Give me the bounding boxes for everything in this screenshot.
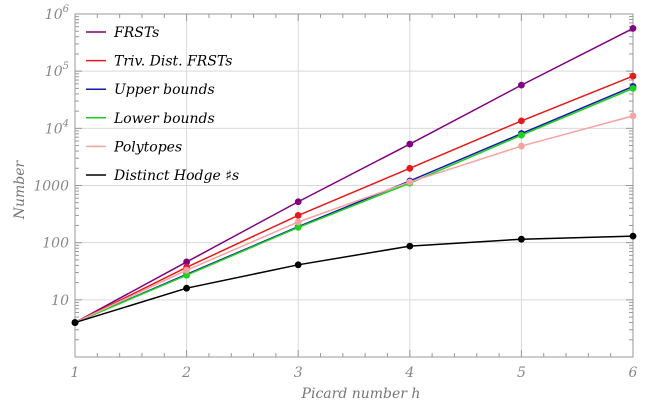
data-point: [71, 319, 79, 326]
y-tick-label: 106: [45, 4, 70, 23]
data-point: [518, 235, 525, 243]
y-axis-title: Number: [12, 159, 28, 220]
data-point: [183, 271, 191, 279]
x-tick-label: 1: [71, 365, 80, 381]
data-point: [518, 117, 525, 125]
legend-label: Polytopes: [113, 139, 182, 155]
grid: [75, 14, 633, 357]
series-line: [74, 87, 634, 324]
legend-label: Triv. Dist. FRSTs: [114, 54, 232, 70]
data-point: [183, 258, 191, 266]
x-tick-label: 3: [294, 365, 303, 381]
x-tick-label: 4: [404, 365, 414, 381]
data-point: [406, 242, 414, 250]
x-tick-label: 5: [517, 365, 526, 381]
series-layer: [71, 24, 637, 326]
data-point: [629, 84, 637, 92]
plot-frame: [74, 13, 634, 358]
data-point: [294, 223, 302, 231]
data-point: [406, 164, 414, 172]
data-point: [629, 72, 637, 80]
data-point: [518, 142, 525, 150]
data-point: [294, 211, 302, 219]
x-tick-label: 6: [629, 365, 638, 381]
x-tick-label: 2: [181, 365, 191, 381]
data-point: [406, 140, 414, 148]
y-tick-label: 105: [45, 61, 69, 80]
data-point: [518, 131, 525, 139]
x-axis-title: Picard number h: [301, 386, 421, 402]
y-tick-label: 10: [51, 293, 69, 309]
legend-label: Lower bounds: [113, 111, 215, 127]
data-point: [629, 112, 637, 120]
data-point: [294, 198, 302, 206]
data-point: [629, 24, 637, 32]
series-line: [74, 235, 634, 324]
y-tick-label: 104: [45, 118, 69, 137]
series-line: [74, 27, 634, 324]
data-point: [406, 178, 414, 186]
data-point: [294, 261, 302, 269]
axes: [74, 13, 634, 358]
series-line: [74, 75, 634, 324]
y-tick-label: 1000: [33, 179, 69, 195]
legend-label: Distinct Hodge ♯s: [113, 168, 239, 184]
series-line: [74, 115, 634, 324]
tick-labels: 1 2 3 4 5 6 10 100 1000 104 105 106: [33, 4, 637, 381]
data-point: [518, 81, 525, 89]
legend: FRSTs Triv. Dist. FRSTs Upper bounds Lower …: [86, 25, 239, 184]
legend-label: Upper bounds: [114, 82, 215, 98]
legend-label: FRSTs: [113, 25, 159, 41]
data-point: [629, 232, 637, 240]
data-point: [183, 266, 191, 274]
y-tick-label: 100: [42, 236, 69, 252]
data-point: [294, 218, 302, 226]
data-point: [183, 284, 191, 292]
